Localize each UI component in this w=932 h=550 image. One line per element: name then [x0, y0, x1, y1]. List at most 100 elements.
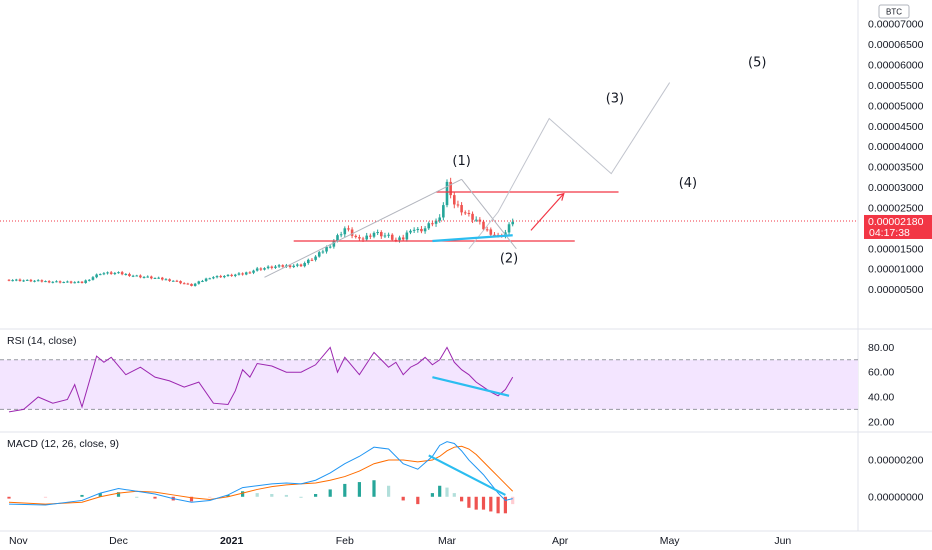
candle-body	[292, 265, 295, 268]
candle-body	[15, 279, 18, 281]
candle-body	[33, 280, 36, 282]
candle-body	[18, 279, 22, 281]
macd-histogram-bar	[452, 493, 456, 497]
candle-body	[511, 221, 514, 225]
candle-body	[277, 265, 281, 267]
price-tick-label: 0.00006500	[868, 39, 924, 51]
candle-body	[343, 228, 347, 235]
candle-body	[438, 217, 441, 221]
macd-histogram-bar	[43, 496, 48, 498]
projection-arrow-head	[556, 192, 565, 201]
time-tick-label: Apr	[552, 535, 569, 547]
rsi-band	[0, 359, 858, 410]
candle-body	[62, 282, 66, 284]
candle-body	[197, 281, 201, 284]
candle-body	[36, 280, 40, 282]
macd-histogram-bar	[135, 496, 139, 498]
macd-signal-line	[8, 445, 514, 505]
price-divergence-line	[432, 234, 513, 243]
wave-label: (4)	[679, 176, 697, 191]
candle-body	[171, 280, 175, 282]
candle-body	[25, 279, 29, 281]
time-tick-label: May	[660, 535, 681, 547]
macd-histogram-bar	[226, 494, 230, 497]
candle-body	[182, 283, 186, 285]
candle-body	[47, 281, 51, 283]
macd-histogram-bar	[503, 496, 507, 514]
rsi-pane	[8, 346, 514, 413]
price-tick-label: 0.00003500	[868, 162, 924, 174]
macd-histogram-bar	[116, 492, 121, 497]
candle-body	[270, 266, 274, 268]
price-tick-label: 0.00000500	[868, 284, 924, 296]
candle-body	[467, 213, 471, 215]
candle-body	[420, 228, 423, 232]
candle-body	[223, 276, 226, 278]
macd-histogram-bar	[284, 494, 288, 497]
macd-histogram-bar	[343, 483, 347, 497]
time-tick-label: Jun	[774, 535, 791, 547]
candle-body	[237, 273, 241, 275]
macd-histogram-bar	[208, 496, 212, 498]
candle-body	[303, 263, 306, 267]
candle-body	[190, 283, 193, 286]
candle-body	[44, 281, 47, 283]
macd-histogram-bar	[98, 493, 102, 497]
candle-body	[142, 276, 146, 278]
candle-body	[179, 281, 182, 284]
candle-body	[296, 264, 299, 266]
price-tick-label: 0.00005500	[868, 80, 924, 92]
candle-body	[69, 281, 73, 283]
candle-body	[175, 280, 179, 282]
candle-body	[463, 212, 467, 214]
annotations: (1) (2) (3) (4) (5)	[0, 56, 858, 278]
candle-body	[412, 229, 416, 231]
candle-body	[204, 278, 208, 281]
candle-body	[416, 228, 420, 230]
rsi-tick-label: 40.00	[868, 392, 894, 404]
last-price-value: 0.00002180	[868, 216, 924, 228]
candle-body	[248, 272, 252, 274]
candle-body	[139, 275, 142, 278]
macd-histogram-bar	[474, 496, 478, 510]
candle-body	[266, 266, 270, 269]
macd-histogram-bar	[401, 496, 405, 501]
price-tick-label: 0.00006000	[868, 60, 924, 72]
candle-body	[157, 277, 160, 279]
candle-body	[460, 205, 463, 213]
candle-body	[405, 232, 409, 240]
candle-body	[252, 270, 255, 273]
candle-body	[230, 274, 233, 276]
macd-line	[8, 441, 513, 506]
candle-body	[51, 281, 55, 283]
candle-body	[288, 265, 292, 268]
rsi-tick-label: 80.00	[868, 342, 894, 354]
currency-badge-label: BTC	[886, 8, 902, 17]
candle-body	[449, 181, 452, 196]
candle-body	[84, 280, 87, 283]
candle-body	[55, 281, 58, 283]
bar-countdown: 04:17:38	[869, 227, 910, 239]
wave-label: (1)	[452, 154, 470, 169]
candle-body	[274, 266, 277, 268]
price-tick-label: 0.00001500	[868, 243, 924, 255]
currency-badge[interactable]	[878, 4, 910, 19]
macd-title: MACD (12, 26, close, 9)	[7, 438, 119, 450]
candle-body	[369, 235, 372, 237]
macd-histogram-bar	[416, 496, 420, 505]
candle-body	[493, 234, 496, 236]
candle-body	[314, 256, 317, 260]
candle-body	[358, 237, 361, 239]
price-tick-label: 0.00003000	[868, 182, 924, 194]
last-price-tag	[864, 214, 932, 239]
candle-body	[29, 279, 33, 282]
candle-body	[423, 228, 427, 232]
macd-tick-label: 0.00000200	[868, 455, 924, 467]
macd-histogram-bar	[460, 496, 464, 502]
candle-body	[226, 274, 230, 277]
time-tick-label: Mar	[438, 535, 457, 547]
macd-histogram-bar	[438, 485, 442, 497]
macd-tick-label: 0.00000000	[868, 491, 924, 503]
macd-histogram-bar	[430, 493, 434, 497]
